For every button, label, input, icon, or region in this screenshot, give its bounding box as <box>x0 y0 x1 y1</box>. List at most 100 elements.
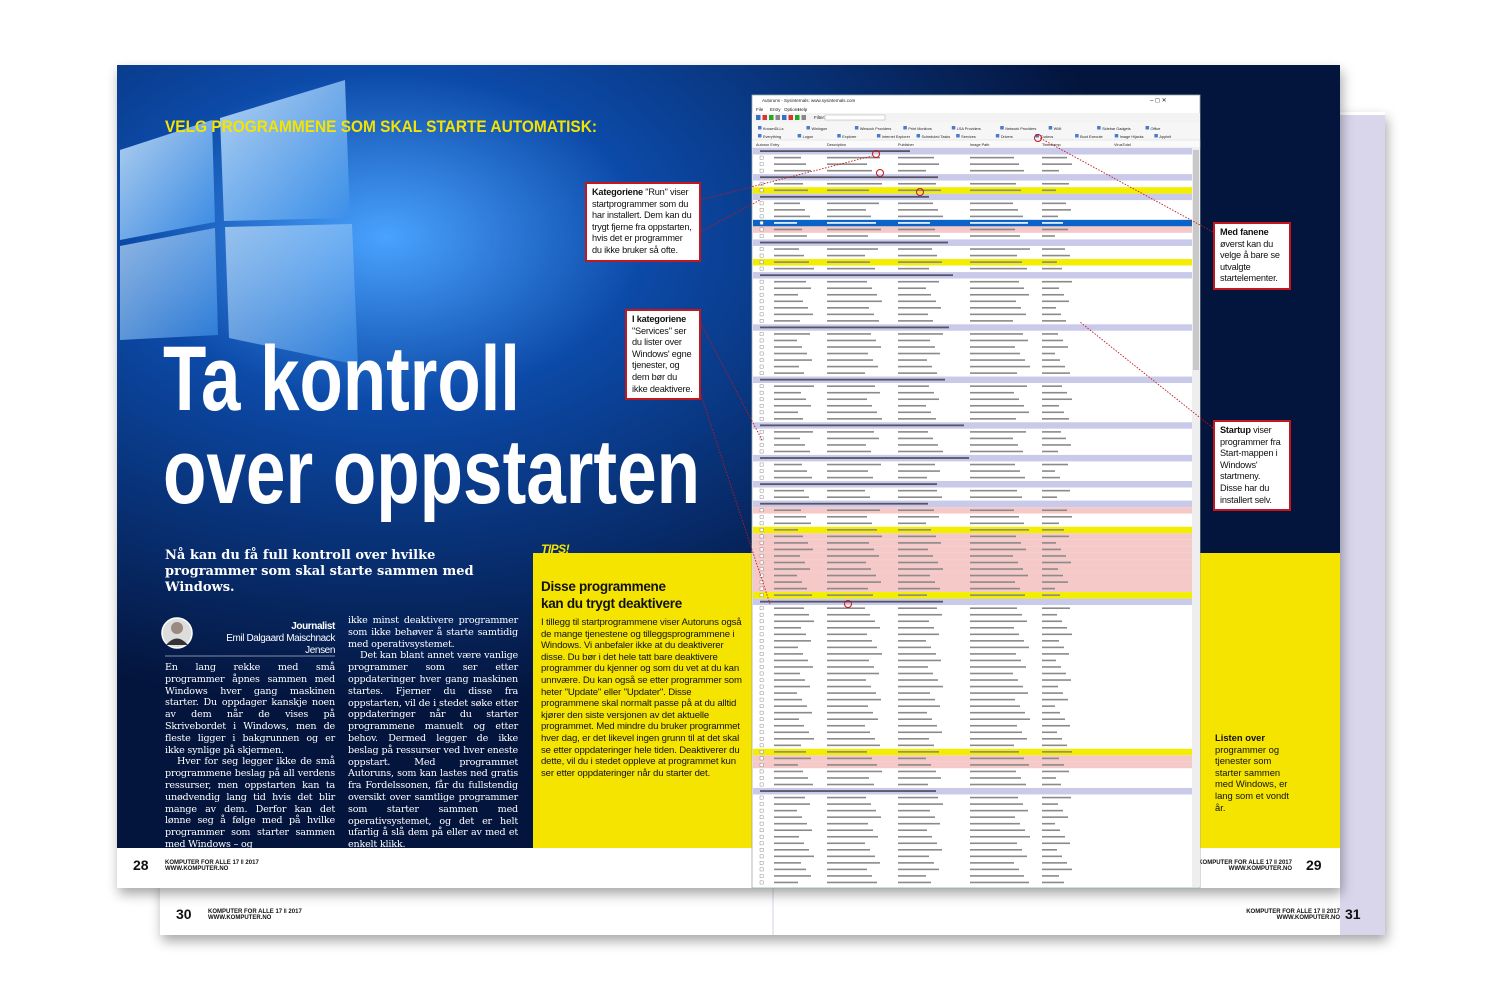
row-text <box>1042 548 1061 551</box>
checkbox <box>759 364 764 369</box>
row-text <box>827 280 867 283</box>
checkbox <box>759 560 764 565</box>
back-page-number: 31 <box>1345 906 1361 922</box>
tab-icon <box>854 126 859 130</box>
row-text <box>1042 535 1069 538</box>
row-text <box>1042 293 1064 296</box>
row-text <box>1042 228 1068 231</box>
row-text <box>774 450 810 453</box>
row-text <box>827 202 879 205</box>
row-text <box>774 757 811 760</box>
row-text <box>898 796 938 799</box>
row-text <box>898 522 926 525</box>
row-text <box>970 581 1015 583</box>
row <box>753 324 1192 331</box>
row-text <box>898 822 940 825</box>
row-text <box>970 235 1020 237</box>
tab: Drivers <box>1001 135 1013 139</box>
row-text <box>898 613 942 616</box>
row-text <box>827 522 872 525</box>
checkbox <box>759 854 764 859</box>
checkbox <box>759 332 764 336</box>
checkbox <box>759 462 764 467</box>
row-text <box>898 509 934 512</box>
row-text <box>827 293 877 296</box>
row-text <box>898 842 937 845</box>
row-text <box>760 274 953 277</box>
window-controls: – ◻ ✕ <box>1150 98 1167 104</box>
row-text <box>774 352 807 355</box>
row-text <box>774 470 807 472</box>
menu-item: File <box>756 107 764 112</box>
tips-box <box>533 553 752 848</box>
callout: Kategoriene "Run" viser startprogrammer … <box>585 182 701 262</box>
checkbox <box>759 782 764 787</box>
callout-bold: I kategoriene <box>632 314 687 324</box>
row-text <box>774 346 802 348</box>
checkbox <box>759 737 764 741</box>
row <box>753 422 1192 429</box>
checkbox <box>759 750 764 754</box>
row-text <box>898 757 926 760</box>
row-text <box>1042 307 1056 309</box>
column-title: Publisher <box>898 143 915 147</box>
row-text <box>760 600 943 603</box>
row-text <box>898 411 931 414</box>
row-text <box>898 711 927 714</box>
row-text <box>898 561 938 564</box>
row-text <box>898 463 935 466</box>
row <box>753 787 1192 795</box>
row-text <box>970 509 1014 512</box>
checkbox <box>759 214 764 219</box>
tab: Boot Execute <box>1080 135 1103 139</box>
row-text <box>774 751 806 753</box>
row-text <box>970 287 1024 290</box>
row-text <box>774 535 803 538</box>
row-text <box>760 195 929 198</box>
row-text <box>1042 816 1068 818</box>
tab-icon <box>837 134 841 138</box>
row-text <box>970 346 1015 348</box>
checkbox <box>759 338 764 343</box>
row-text <box>1042 470 1055 472</box>
row-text <box>970 620 1027 623</box>
row-text <box>827 868 867 871</box>
row-text <box>827 542 869 544</box>
row-text <box>827 646 877 649</box>
row-text <box>774 300 803 303</box>
row-text <box>898 646 931 649</box>
tab: Scheduled Tasks <box>922 135 951 139</box>
row-text <box>970 796 1018 799</box>
row-text <box>827 333 871 335</box>
tab: Sidebar Gadgets <box>1102 127 1131 131</box>
checkbox <box>759 606 764 610</box>
row-text <box>970 561 1018 564</box>
row-text <box>970 855 1027 858</box>
row-text <box>898 777 941 779</box>
row-text <box>774 777 808 779</box>
row-text <box>827 653 882 655</box>
row-text <box>774 372 804 374</box>
row-text <box>774 581 802 583</box>
row-text <box>1042 248 1065 250</box>
tab-icon <box>1114 134 1119 138</box>
row-text <box>774 783 813 786</box>
checkbox <box>759 848 764 852</box>
row-text <box>827 803 871 805</box>
row-text <box>898 189 941 192</box>
checkbox <box>759 162 764 166</box>
filter-label: Filter: <box>814 115 825 120</box>
row-text <box>898 209 938 211</box>
row-text <box>827 574 876 577</box>
row-text <box>898 365 932 368</box>
row-text <box>970 535 1016 538</box>
row-text <box>827 685 871 688</box>
row-text <box>774 561 805 564</box>
row-text <box>774 666 813 668</box>
row-text <box>970 515 1019 518</box>
row-text <box>827 705 868 707</box>
row-text <box>1042 587 1055 590</box>
row-text <box>898 515 939 518</box>
row-text <box>1042 796 1071 799</box>
row-text <box>1042 738 1062 740</box>
